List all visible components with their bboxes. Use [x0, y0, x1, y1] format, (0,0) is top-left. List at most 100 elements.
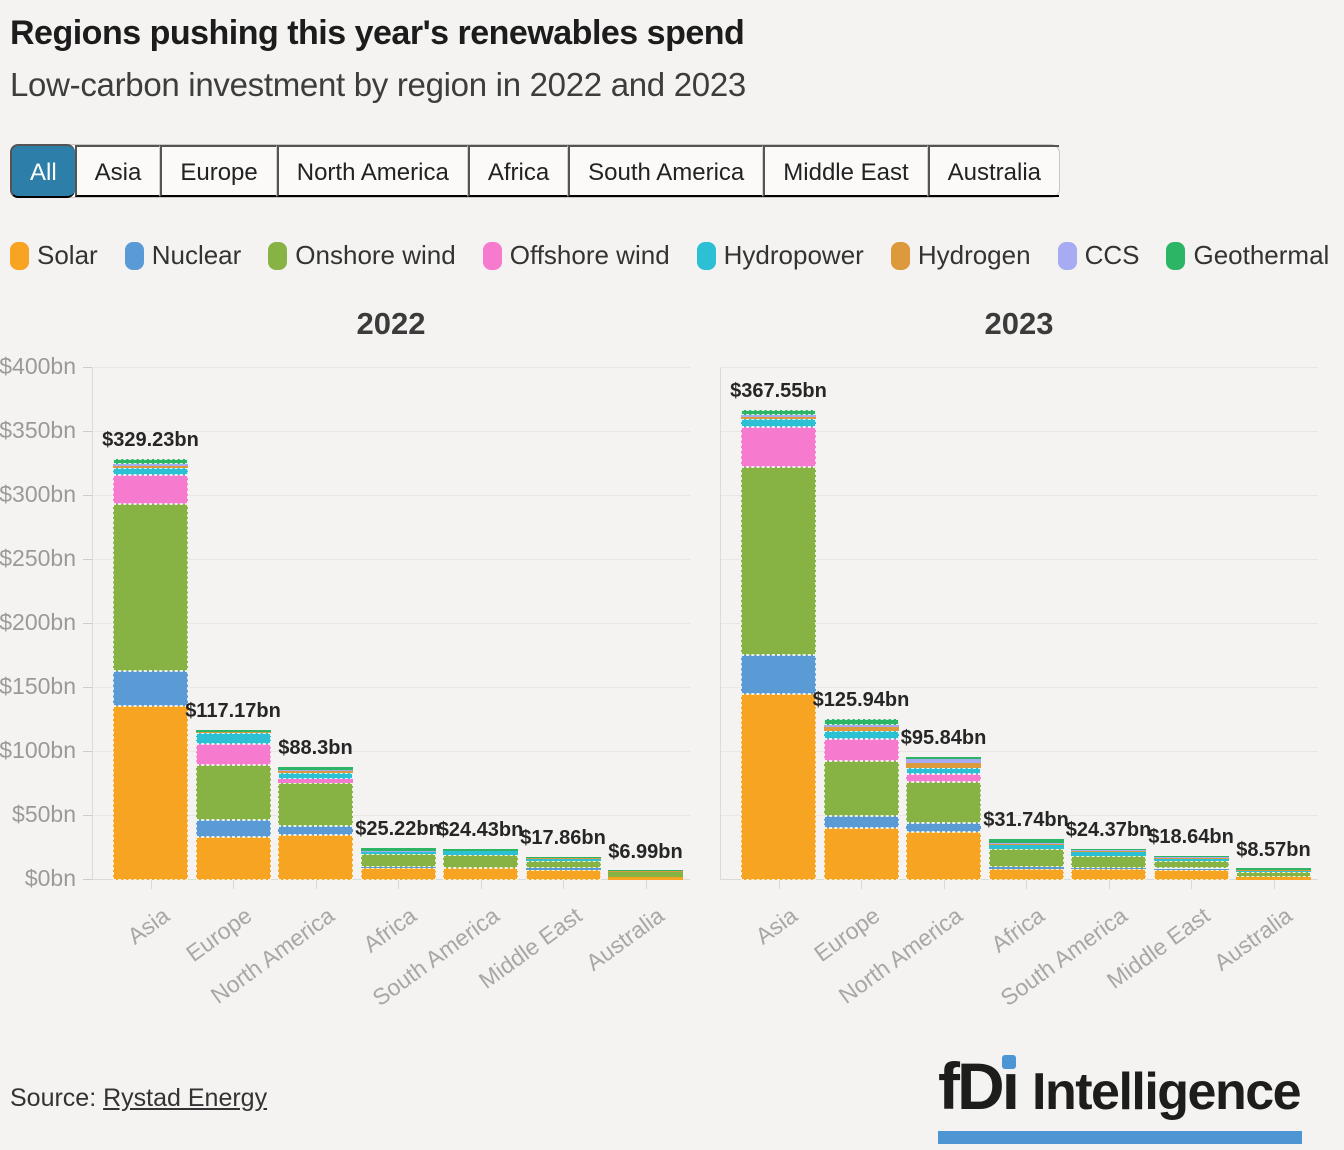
bar-total-label: $18.64bn [1148, 826, 1234, 849]
y-axis-label: $250bn [0, 545, 76, 571]
logo-underline-bar [938, 1131, 1302, 1144]
x-axis-label: Australia [1209, 902, 1297, 976]
bar-segment [823, 816, 899, 829]
gridline [92, 367, 690, 368]
x-axis-tick [645, 880, 647, 889]
legend-label: CCS [1084, 240, 1140, 270]
bar-segment [195, 732, 271, 744]
bar-segment [195, 819, 271, 837]
bar-segment [360, 847, 436, 852]
chart-title-2022: 2022 [356, 306, 426, 341]
source-link[interactable]: Rystad Energy [103, 1084, 268, 1112]
logo-word: Intelligence [1032, 1063, 1302, 1121]
bar-segment [278, 767, 353, 770]
legend-swatch-icon [696, 241, 716, 270]
bar-segment [906, 832, 981, 880]
bar-segment [443, 848, 518, 851]
bar-total-label: $24.37bn [1065, 818, 1152, 841]
tab-asia[interactable]: Asia [74, 145, 161, 197]
gridline [92, 559, 690, 560]
bar-segment [823, 724, 899, 728]
legend-swatch-icon [482, 241, 502, 270]
legend-item-hydrogen[interactable]: Hydrogen [890, 240, 1031, 271]
gridline [92, 495, 690, 496]
bar-total-label: $367.55bn [730, 379, 827, 402]
x-axis-tick [943, 880, 945, 889]
y-axis-line [92, 368, 93, 880]
logo-text: fDı Intelligence [938, 1048, 1302, 1124]
legend-label: Offshore wind [509, 240, 670, 270]
tab-africa[interactable]: Africa [467, 145, 569, 197]
y-axis-label: $300bn [0, 481, 76, 507]
x-axis-label: Africa [358, 902, 422, 958]
legend-item-solar[interactable]: Solar [10, 240, 98, 271]
gridline [720, 495, 1318, 496]
bar-segment [195, 743, 271, 765]
bar-segment [360, 852, 436, 855]
bar-segment [525, 857, 601, 859]
bar-segment [525, 867, 601, 870]
bar-total-label: $25.22bn [355, 817, 441, 840]
x-axis-tick [1108, 880, 1110, 889]
tab-south-america[interactable]: South America [568, 145, 764, 197]
gridline [92, 687, 690, 688]
tab-all[interactable]: All [10, 144, 75, 198]
bar-segment [823, 727, 899, 731]
legend-item-nuclear[interactable]: Nuclear [124, 240, 241, 271]
bar-segment [741, 417, 816, 420]
bar-segment [278, 773, 353, 780]
legend-swatch-icon [124, 241, 144, 270]
tab-europe[interactable]: Europe [160, 145, 277, 197]
page-title: Regions pushing this year's renewables s… [10, 14, 745, 52]
bar-segment [278, 826, 353, 835]
x-axis-tick [778, 880, 780, 889]
legend-item-offshore-wind[interactable]: Offshore wind [482, 240, 670, 271]
x-axis-label: Asia [122, 902, 174, 950]
bar-total-label: $125.94bn [812, 688, 910, 711]
logo-i-dot-icon [1002, 1055, 1016, 1069]
y-axis-label: $0bn [24, 865, 76, 891]
bar-segment [741, 694, 816, 880]
gridline [92, 751, 690, 752]
legend-swatch-icon [1057, 241, 1077, 270]
bar-segment [906, 768, 981, 774]
y-axis-label: $100bn [0, 737, 76, 763]
legend-item-onshore-wind[interactable]: Onshore wind [268, 240, 456, 271]
bar-segment [988, 843, 1064, 845]
y-axis-label: $50bn [12, 801, 76, 827]
bar-segment [1071, 848, 1146, 851]
tab-middle-east[interactable]: Middle East [763, 145, 928, 197]
x-axis-label: Australia [581, 902, 669, 976]
bar-segment [113, 705, 188, 880]
gridline [720, 623, 1318, 624]
bar-segment [443, 868, 518, 880]
gridline [720, 559, 1318, 560]
bar-segment [988, 842, 1064, 844]
y-axis-label: $350bn [0, 417, 76, 443]
bar-segment [1236, 871, 1311, 877]
bar-segment [113, 671, 188, 706]
bar-segment [741, 419, 816, 427]
bar-segment [741, 466, 816, 655]
bar-total-label: $329.23bn [102, 428, 199, 451]
tab-north-america[interactable]: North America [276, 145, 468, 197]
tab-australia[interactable]: Australia [927, 145, 1060, 197]
bar-segment [988, 866, 1064, 870]
x-axis-tick [233, 880, 234, 889]
source-line: Source: Rystad Energy [10, 1084, 267, 1113]
x-axis-tick [1191, 880, 1192, 889]
bar-segment [1071, 850, 1146, 852]
region-filter-tabs: All Asia Europe North America Africa South Am… [10, 144, 1061, 198]
legend-item-ccs[interactable]: CCS [1057, 240, 1140, 271]
bar-segment [1153, 868, 1229, 871]
legend-item-hydropower[interactable]: Hydropower [696, 240, 864, 271]
bar-segment [113, 474, 188, 505]
bar-segment [525, 869, 601, 880]
legend-label: Geothermal [1193, 240, 1330, 270]
legend-item-geothermal[interactable]: Geothermal [1166, 240, 1329, 271]
bar-total-label: $88.3bn [278, 736, 353, 759]
legend-label: Hydropower [723, 240, 864, 270]
x-axis-tick [398, 880, 399, 889]
bar-segment [988, 849, 1064, 867]
gridline [720, 367, 1318, 368]
